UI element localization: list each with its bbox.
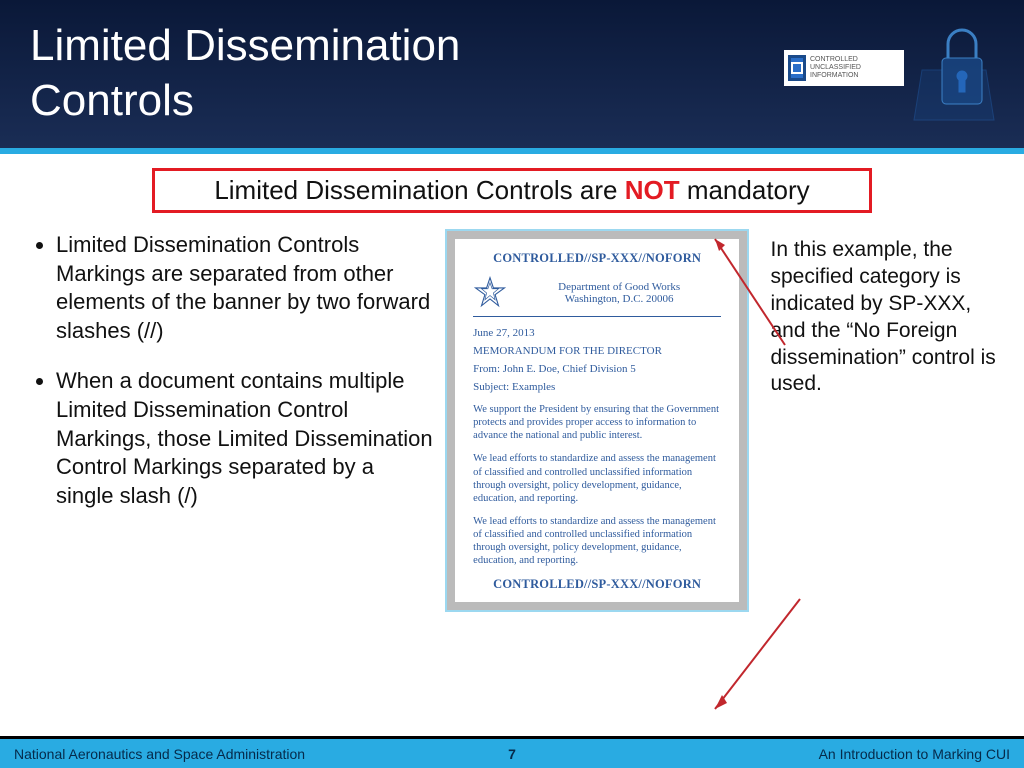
annotation-text: In this example, the specified category … xyxy=(771,237,1001,610)
doc-para: We lead efforts to standardize and asses… xyxy=(473,515,721,568)
doc-dept-line2: Washington, D.C. 20006 xyxy=(517,293,721,305)
title-line2: Controls xyxy=(30,76,194,125)
callout-prefix: Limited Dissemination Controls are xyxy=(214,175,624,205)
callout-highlight: NOT xyxy=(625,175,680,205)
doc-subject-line: Subject: Examples xyxy=(473,381,721,393)
bullet-list: Limited Dissemination Controls Markings … xyxy=(34,231,433,610)
cui-badge-icon xyxy=(788,55,806,81)
document-example: CONTROLLED//SP-XXX//NOFORN Department of… xyxy=(447,231,747,610)
footer-page-number: 7 xyxy=(508,746,516,762)
footer-left: National Aeronautics and Space Administr… xyxy=(14,746,305,762)
title-line1: Limited Dissemination xyxy=(30,21,460,70)
doc-date: June 27, 2013 xyxy=(473,327,721,339)
arrow-bottom-icon xyxy=(705,591,815,721)
star-seal-icon xyxy=(473,276,507,310)
doc-top-marking: CONTROLLED//SP-XXX//NOFORN xyxy=(473,251,721,266)
doc-memo-line: MEMORANDUM FOR THE DIRECTOR xyxy=(473,345,721,357)
document-example-wrap: CONTROLLED//SP-XXX//NOFORN Department of… xyxy=(447,231,756,610)
bullet-item: When a document contains multiple Limite… xyxy=(56,367,433,510)
doc-from-line: From: John E. Doe, Chief Division 5 xyxy=(473,363,721,375)
cui-badge: CONTROLLED UNCLASSIFIED INFORMATION xyxy=(784,50,904,86)
doc-para: We support the President by ensuring tha… xyxy=(473,403,721,442)
cui-badge-label: CONTROLLED UNCLASSIFIED INFORMATION xyxy=(810,56,900,79)
doc-letterhead: Department of Good Works Washington, D.C… xyxy=(473,276,721,310)
bullet-item: Limited Dissemination Controls Markings … xyxy=(56,231,433,345)
accent-bar xyxy=(0,148,1024,154)
doc-divider xyxy=(473,316,721,317)
slide-header: Limited Dissemination Controls CONTROLLE… xyxy=(0,0,1024,148)
doc-dept-line1: Department of Good Works xyxy=(517,281,721,293)
doc-para: We lead efforts to standardize and asses… xyxy=(473,452,721,505)
callout-suffix: mandatory xyxy=(680,175,810,205)
lock-icon xyxy=(894,10,1014,140)
content-area: Limited Dissemination Controls Markings … xyxy=(0,213,1024,610)
footer-right: An Introduction to Marking CUI xyxy=(819,746,1010,762)
callout-box: Limited Dissemination Controls are NOT m… xyxy=(152,168,872,213)
doc-bottom-marking: CONTROLLED//SP-XXX//NOFORN xyxy=(473,577,721,592)
slide-footer: National Aeronautics and Space Administr… xyxy=(0,736,1024,768)
